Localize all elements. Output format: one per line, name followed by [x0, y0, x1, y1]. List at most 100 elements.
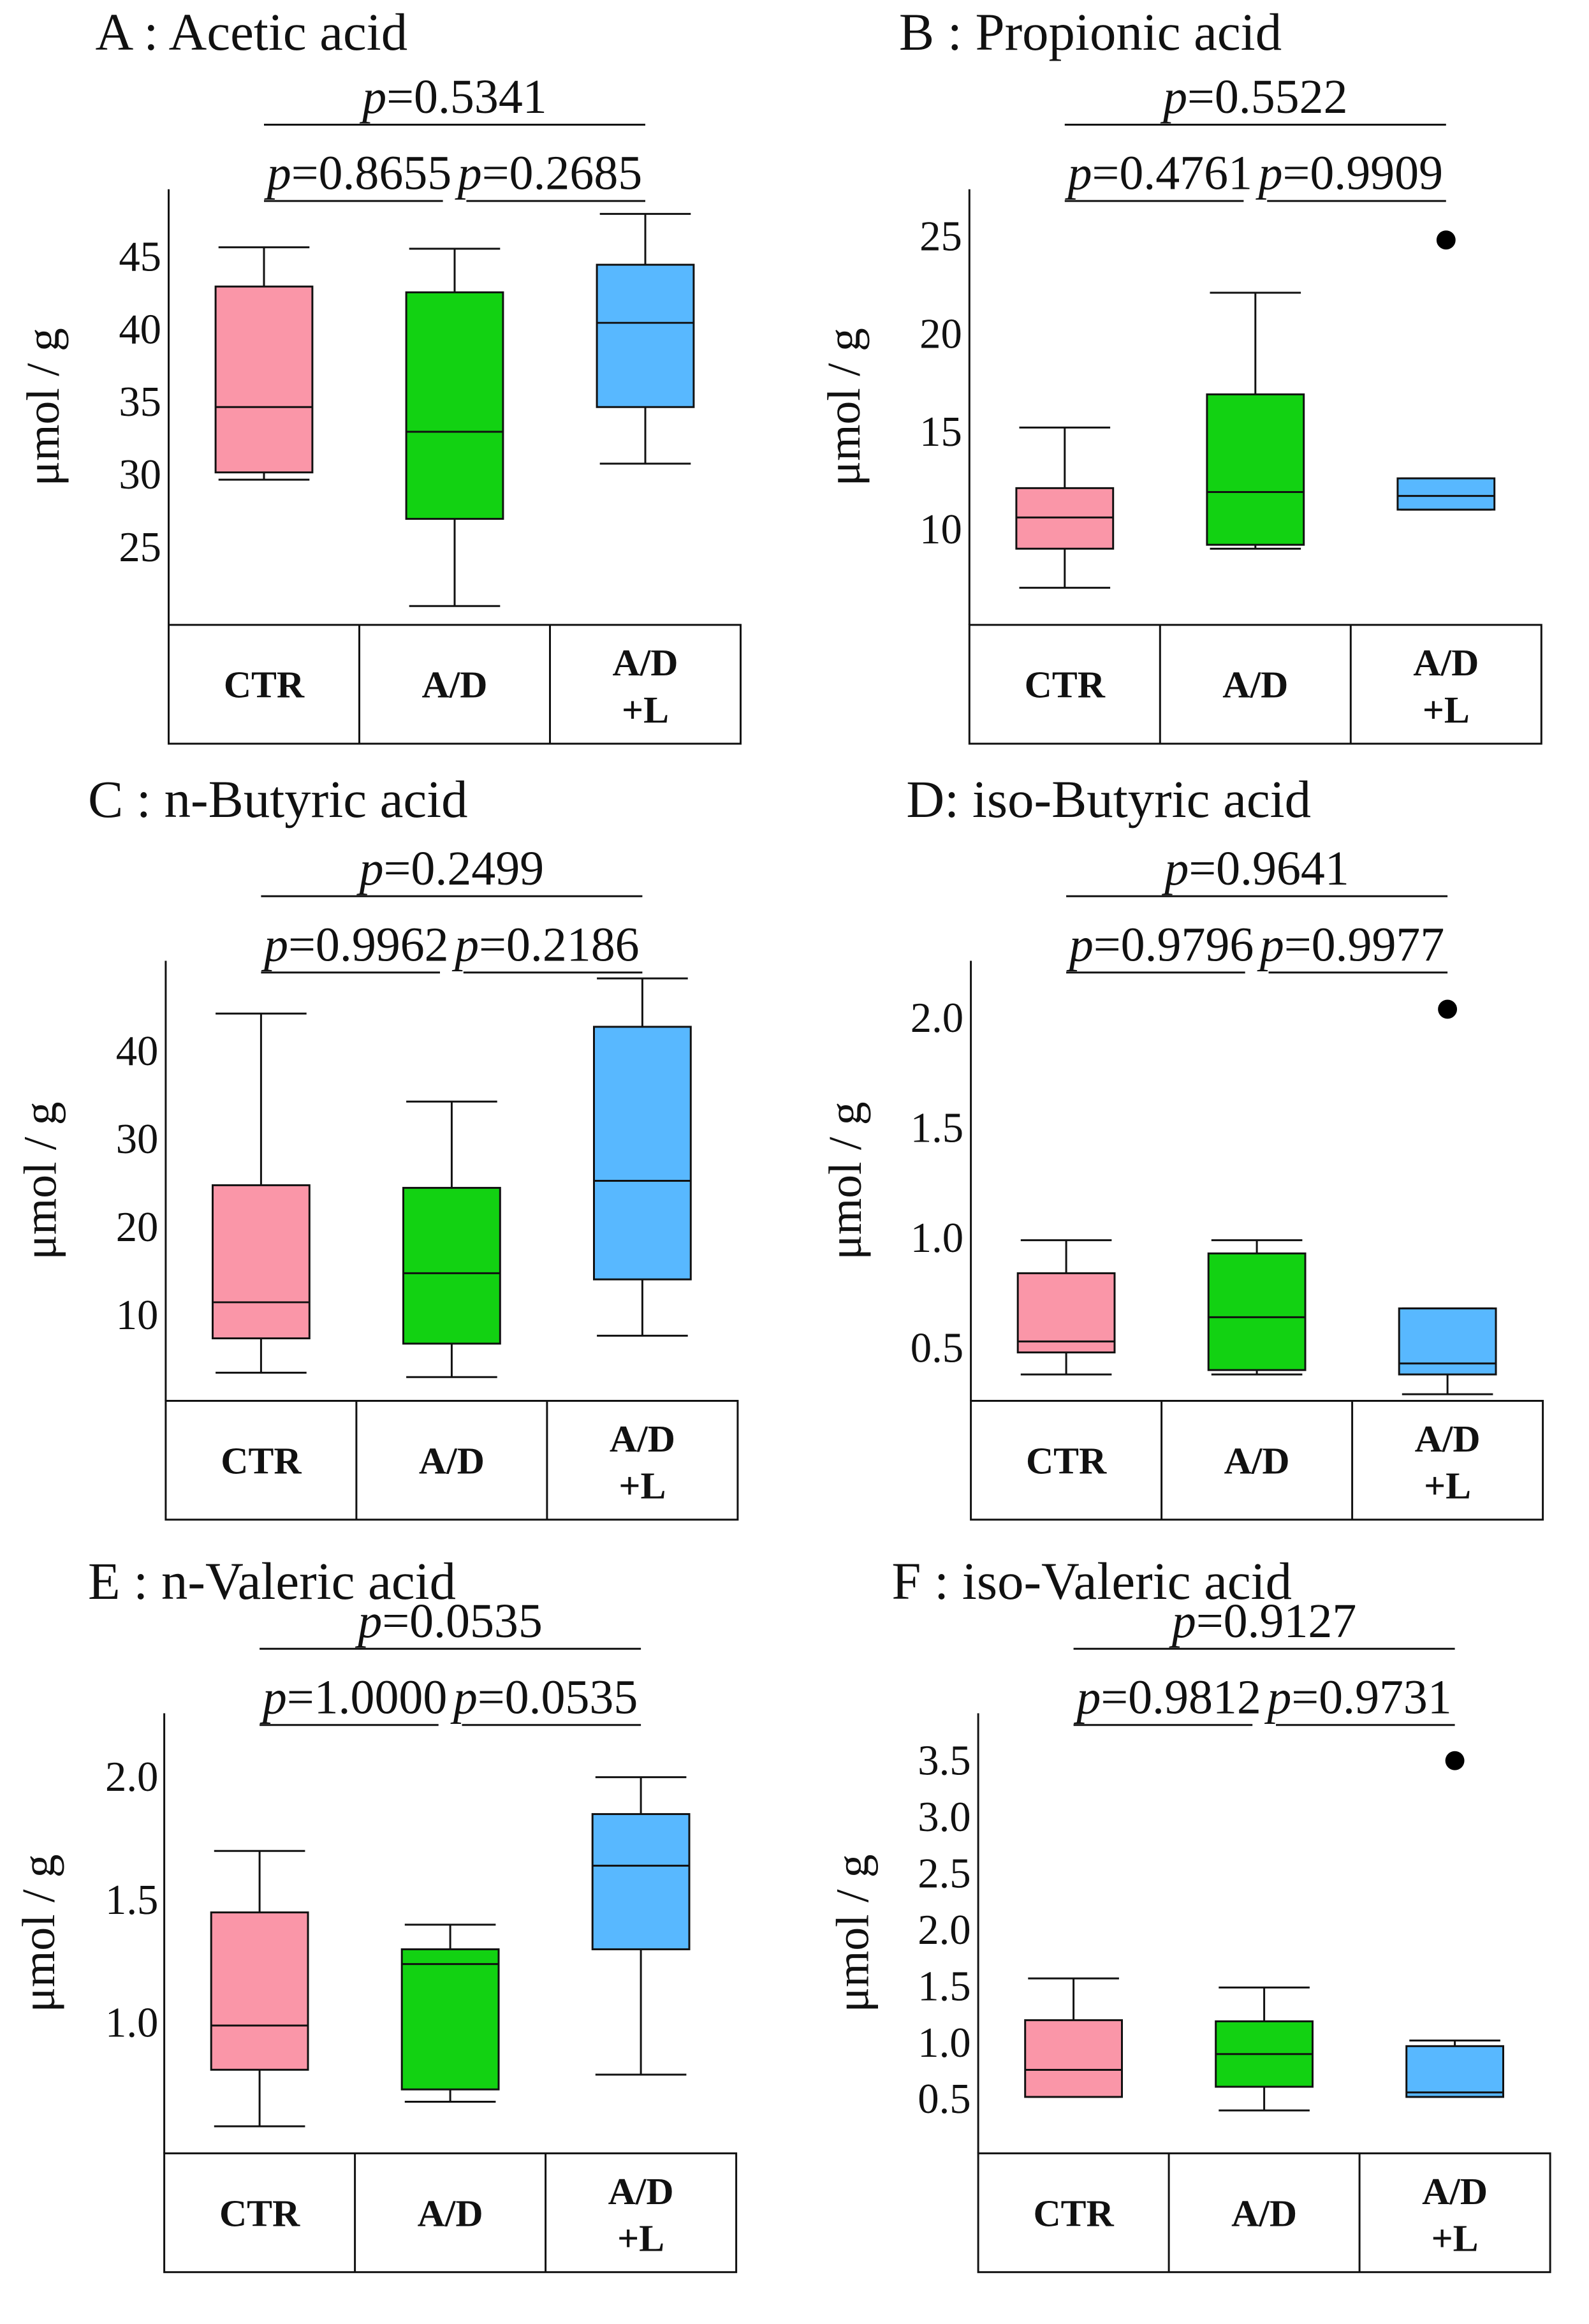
p-value-right: p=0.9977: [1257, 918, 1444, 972]
box-ctr: [1016, 1239, 1116, 1376]
y-tick-label: 0.5: [918, 2076, 970, 2122]
group-label: A/D: [1413, 642, 1479, 684]
box-body: [1398, 1307, 1497, 1376]
p-value-top: p=0.0535: [355, 1594, 542, 1648]
y-axis-label: μmol / g: [817, 328, 870, 486]
group-label: CTR: [219, 2192, 300, 2234]
panel-title: B : Propionic acid: [899, 3, 1282, 61]
y-tick-label: 40: [119, 306, 161, 353]
group-label: +L: [619, 1464, 666, 1506]
box-ctr: [212, 1012, 311, 1374]
y-tick-label: 2.0: [918, 1907, 970, 1953]
group-label: A/D: [1222, 664, 1288, 706]
y-tick-label: 30: [119, 452, 161, 498]
group-table: [163, 2152, 738, 2274]
box-ad: [400, 1923, 500, 2103]
p-value-left: p=0.9812: [1073, 1670, 1261, 1724]
box-ctr: [1015, 426, 1115, 589]
box-body: [210, 1911, 309, 2071]
box-ad-l: [1396, 477, 1496, 511]
y-tick-label: 3.0: [918, 1794, 970, 1841]
box-body: [212, 1184, 311, 1340]
panel-c: C : n-Butyric acid μmol / g 10 20 30 40 CTR A/D…: [13, 770, 739, 1521]
box-body: [596, 263, 695, 408]
box-body: [1207, 1252, 1307, 1371]
p-value-top: p=0.5341: [359, 70, 546, 124]
p-value-left: p=0.9962: [261, 918, 448, 972]
group-label: CTR: [221, 1439, 302, 1482]
box-ad: [1215, 1986, 1314, 2112]
p-value-top: p=0.5522: [1160, 70, 1347, 124]
box-body: [1405, 2045, 1504, 2098]
p-value-top: p=0.2499: [356, 842, 544, 895]
group-label: A/D: [608, 2170, 674, 2212]
y-tick-label: 1.0: [911, 1215, 963, 1261]
p-value-top: p=0.9127: [1169, 1594, 1356, 1648]
y-tick-label: 1.0: [918, 2020, 970, 2066]
group-label: A/D: [422, 664, 488, 706]
box-ad: [405, 247, 504, 607]
group-label: CTR: [1033, 2192, 1114, 2234]
group-table: [968, 624, 1542, 745]
y-axis-label: μmol / g: [12, 1854, 64, 2012]
group-label: CTR: [1025, 664, 1106, 706]
panel-b: B : Propionic acid μmol / g 10 15 20 25 CTR A/D…: [817, 3, 1542, 745]
box-ad-l: [1405, 2039, 1504, 2098]
group-label: CTR: [1026, 1439, 1107, 1482]
group-label: CTR: [224, 664, 305, 706]
box-ad-l: [1398, 1307, 1497, 1395]
y-tick-label: 0.5: [911, 1325, 963, 1372]
group-label: +L: [1423, 689, 1470, 731]
box-body: [1016, 1272, 1116, 1354]
outlier-point: [1438, 999, 1458, 1019]
y-tick-label: 3.5: [918, 1737, 970, 1784]
p-value-right: p=0.9909: [1256, 147, 1443, 200]
y-tick-label: 15: [919, 409, 962, 455]
group-table: [970, 1400, 1544, 1521]
box-body: [405, 291, 504, 520]
box-ad: [1207, 1239, 1307, 1376]
box-ad-l: [596, 212, 695, 465]
y-tick-label: 40: [116, 1028, 159, 1075]
p-value-right: p=0.9731: [1264, 1670, 1451, 1724]
box-body: [1396, 477, 1496, 511]
group-table: [168, 624, 742, 745]
y-axis-label: μmol / g: [17, 328, 69, 486]
group-label: +L: [1424, 1464, 1471, 1506]
panel-title: C : n-Butyric acid: [88, 770, 468, 828]
y-tick-label: 10: [919, 506, 962, 553]
y-tick-label: 20: [116, 1204, 159, 1251]
panel-f: F : iso-Valeric acid μmol / g 0.5 1.0 1.5 2.0…: [826, 1552, 1551, 2274]
box-body: [214, 285, 314, 474]
group-label: +L: [622, 689, 669, 731]
box-body: [1024, 2019, 1123, 2098]
box-body: [1206, 393, 1305, 546]
box-body: [402, 1187, 501, 1345]
box-body: [593, 1026, 692, 1281]
y-tick-label: 10: [116, 1292, 159, 1339]
y-tick-label: 20: [919, 311, 962, 358]
y-axis-label: μmol / g: [13, 1102, 66, 1260]
box-ad-l: [593, 977, 692, 1337]
group-label: A/D: [418, 2192, 483, 2234]
box-ad: [402, 1100, 501, 1378]
y-tick-label: 2.5: [918, 1850, 970, 1897]
panel-d: D: iso-Butyric acid μmol / g 0.5 1.0 1.5 2.0 C…: [819, 770, 1544, 1521]
y-tick-label: 2.0: [911, 995, 963, 1041]
panel-e: E : n-Valeric acid μmol / g 1.0 1.5 2.0 CTR A/…: [12, 1552, 738, 2274]
panel-title: E : n-Valeric acid: [88, 1552, 456, 1610]
group-label: A/D: [1224, 1439, 1290, 1482]
group-label: A/D: [419, 1439, 485, 1482]
outlier-point: [1436, 230, 1456, 250]
box-body: [591, 1813, 691, 1950]
box-ctr: [210, 1850, 309, 2128]
p-value-right: p=0.2186: [451, 918, 639, 972]
box-ctr: [214, 246, 314, 481]
y-tick-label: 35: [119, 379, 161, 425]
box-ad-l: [591, 1776, 691, 2076]
p-value-top: p=0.9641: [1161, 842, 1349, 895]
y-tick-label: 1.5: [105, 1877, 158, 1923]
panel-title: F : iso-Valeric acid: [891, 1552, 1292, 1610]
box-ad: [1206, 291, 1305, 550]
